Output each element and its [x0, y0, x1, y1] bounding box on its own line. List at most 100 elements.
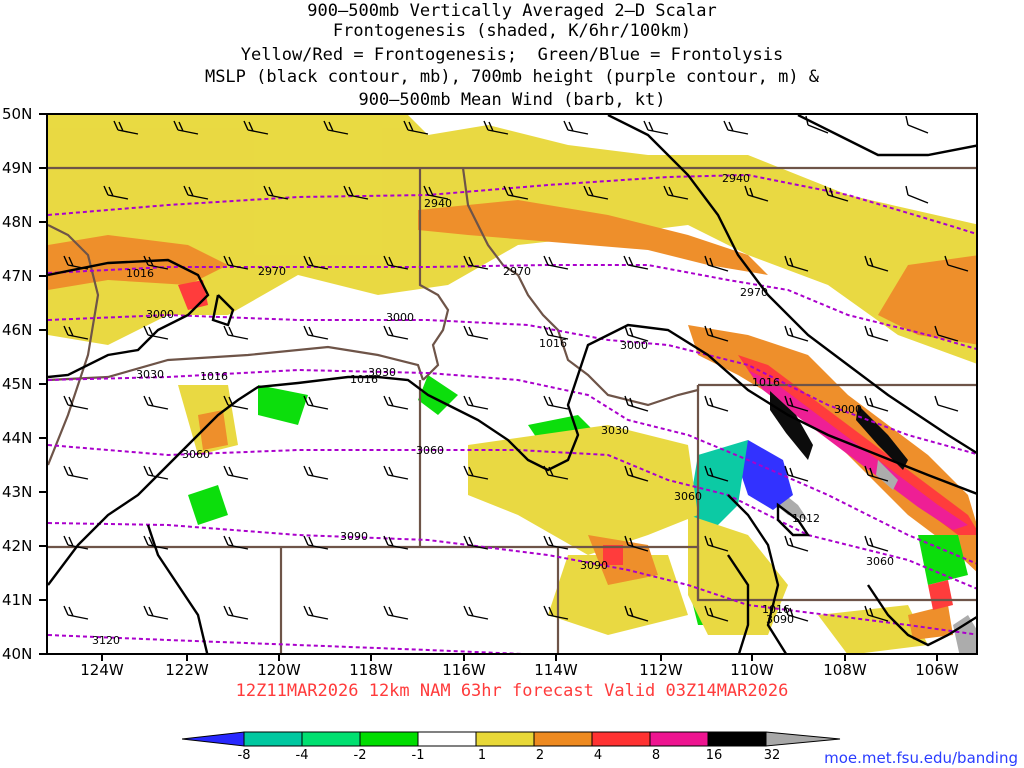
wind-barb	[303, 605, 329, 620]
wind-barb	[543, 325, 569, 340]
mslp-contour-7	[727, 554, 750, 653]
shading-black-core-2	[856, 405, 908, 470]
height-label: 3120	[92, 634, 120, 647]
wind-barb	[423, 185, 449, 200]
wind-barb	[543, 465, 569, 480]
wind-barb	[934, 325, 959, 342]
mslp-label: 1016	[350, 373, 378, 386]
shading-black-core-1	[770, 391, 813, 460]
wind-barb	[864, 325, 889, 342]
height-label: 3000	[834, 403, 862, 416]
title-line-4: MSLP (black contour, mb), 700mb height (…	[204, 67, 820, 87]
lat-tick	[39, 545, 46, 547]
lon-label-112w: 112W	[639, 661, 683, 679]
wind-barb	[624, 535, 649, 552]
wind-barb	[864, 535, 889, 552]
lon-tick	[463, 655, 465, 661]
wind-barb	[864, 255, 889, 272]
wind-barb	[784, 255, 809, 272]
wind-barb	[223, 535, 249, 550]
wind-barb	[624, 325, 649, 342]
shading-yellow-south	[178, 385, 928, 653]
lat-label-40n: 40N	[2, 645, 33, 663]
wind-barb	[223, 255, 249, 270]
wind-barb	[143, 535, 169, 550]
lat-label-44n: 44N	[2, 429, 33, 447]
wind-barb	[784, 535, 809, 552]
wind-barb	[323, 120, 349, 135]
mslp-label: 1016	[126, 267, 154, 280]
wind-barb	[63, 255, 89, 270]
wind-barb	[143, 325, 169, 340]
height-label: 3030	[601, 424, 629, 437]
wind-barb	[383, 535, 409, 550]
shading-orange-band-4	[688, 325, 976, 572]
wind-barb	[143, 605, 169, 620]
wind-barb	[824, 185, 849, 202]
lon-label-110w: 110W	[730, 661, 774, 679]
border-or-id	[418, 168, 450, 381]
mslp-label: 1016	[752, 376, 780, 389]
border-id-mt	[461, 167, 700, 407]
credit-link[interactable]: moe.met.fsu.edu/banding	[824, 749, 1018, 767]
shading-gray-core-3	[953, 615, 976, 653]
wind-barb	[944, 255, 969, 272]
height-label: 3030	[136, 368, 164, 381]
wind-barb	[864, 395, 889, 412]
wind-barb	[223, 395, 249, 410]
lat-tick	[39, 599, 46, 601]
colorbar-label: -4	[295, 748, 309, 763]
height-label: 3060	[416, 444, 444, 457]
wind-barb	[103, 185, 129, 200]
wind-barb	[583, 185, 609, 200]
colorbar-segment	[649, 731, 709, 747]
height-label: 3060	[182, 448, 210, 461]
mslp-contour-1	[48, 258, 210, 379]
wind-barb	[784, 395, 809, 412]
shading-gray-core-2	[876, 460, 898, 490]
colorbar-label: 2	[535, 748, 545, 763]
wind-barbs	[63, 115, 969, 622]
colorbar-label: -8	[237, 748, 251, 763]
map-panel: 2940 2940 2970 2970 2970 3000 3000 3000 …	[46, 113, 978, 655]
lat-tick	[39, 221, 46, 223]
wind-barb	[704, 255, 729, 272]
forecast-valid-time: 12Z11MAR2026 12km NAM 63hr forecast Vali…	[235, 681, 789, 701]
wind-barb	[543, 395, 569, 410]
height-contour-3120	[48, 634, 525, 653]
wind-barb	[623, 255, 649, 270]
wind-barb	[805, 115, 829, 134]
lon-label-120w: 120W	[257, 661, 301, 679]
lat-label-42n: 42N	[2, 537, 33, 555]
wind-barb	[864, 605, 889, 622]
wind-barb	[383, 605, 409, 620]
lon-tick	[844, 655, 846, 661]
wind-barb	[63, 325, 89, 340]
wind-barb	[624, 605, 649, 622]
height-label: 2970	[258, 265, 286, 278]
colorbar-arrow-right	[765, 731, 841, 747]
lat-tick	[39, 437, 46, 439]
lon-tick	[660, 655, 662, 661]
wind-barb	[784, 605, 809, 622]
lon-label-118w: 118W	[349, 661, 393, 679]
lon-label-114w: 114W	[534, 661, 578, 679]
lon-tick	[370, 655, 372, 661]
lon-label-124w: 124W	[80, 661, 124, 679]
height-label: 3060	[866, 555, 894, 568]
lon-tick	[186, 655, 188, 661]
height-label: 3000	[386, 311, 414, 324]
colorbar-segment	[591, 731, 651, 747]
wind-barb	[723, 120, 749, 135]
height-contour-2970	[48, 264, 976, 350]
mslp-contour-5	[797, 115, 976, 157]
wind-barb	[663, 185, 689, 200]
wind-barb	[303, 465, 329, 480]
wind-barb	[343, 185, 369, 200]
wind-barb	[563, 120, 589, 135]
wind-barb	[183, 185, 209, 200]
lon-tick	[101, 655, 103, 661]
lat-label-46n: 46N	[2, 321, 33, 339]
wind-barb	[543, 605, 569, 620]
lat-label-45n: 45N	[2, 375, 33, 393]
